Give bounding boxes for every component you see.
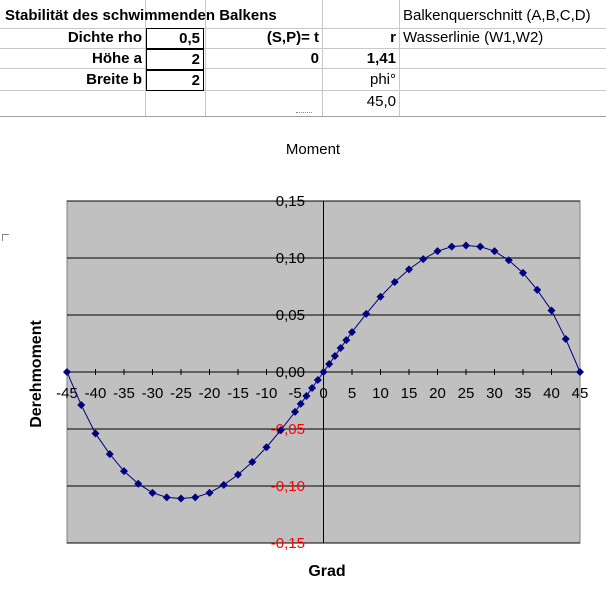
x-tick-label: 35 xyxy=(515,385,532,402)
data-point xyxy=(120,467,128,476)
data-point xyxy=(447,242,456,251)
data-point xyxy=(276,426,285,435)
row-line xyxy=(0,68,606,69)
sp-label[interactable]: (S,P)= t xyxy=(266,29,319,46)
data-point xyxy=(296,399,305,408)
data-point xyxy=(248,458,257,467)
x-tick-label: -5 xyxy=(288,385,301,402)
x-tick-label: -35 xyxy=(113,385,135,402)
data-point xyxy=(336,344,345,353)
data-point xyxy=(262,443,271,452)
width-input[interactable]: 2 xyxy=(146,70,204,91)
data-point xyxy=(462,241,470,250)
density-label[interactable]: Dichte rho xyxy=(67,29,142,46)
data-point xyxy=(319,368,328,376)
data-point xyxy=(177,494,185,503)
data-point xyxy=(191,493,200,502)
x-tick-label: 25 xyxy=(458,385,475,402)
y-tick-label: -0,10 xyxy=(271,478,305,495)
data-point xyxy=(63,368,71,376)
plot-area: 0,150,100,050,00-0,05-0,10-0,15-45 -40 -35… xyxy=(56,193,588,552)
y-tick-label: -0,15 xyxy=(271,535,305,552)
x-tick-label: -15 xyxy=(227,385,249,402)
data-point xyxy=(308,383,317,392)
x-tick-label: 10 xyxy=(372,385,389,402)
chart-title: Moment xyxy=(286,141,341,158)
x-tick-label: 40 xyxy=(543,385,560,402)
x-tick-label: 5 xyxy=(348,385,356,402)
col-line xyxy=(399,0,400,116)
data-point xyxy=(148,488,157,497)
data-point xyxy=(576,368,584,376)
width-label[interactable]: Breite b xyxy=(86,71,142,88)
data-point xyxy=(91,429,100,438)
sheet-title[interactable]: Stabilität des schwimmenden Balkens xyxy=(5,7,277,24)
x-tick-label: -30 xyxy=(142,385,164,402)
y-tick-label: 0,10 xyxy=(276,250,305,267)
x-tick-label: -25 xyxy=(170,385,192,402)
data-point xyxy=(342,336,351,345)
data-point xyxy=(162,493,171,502)
data-point xyxy=(330,352,339,361)
data-point xyxy=(547,306,556,315)
col-line xyxy=(145,0,146,116)
data-point xyxy=(376,292,385,301)
data-point xyxy=(313,375,322,384)
x-tick-label: -10 xyxy=(256,385,278,402)
waterline-label[interactable]: Wasserlinie (W1,W2) xyxy=(403,29,544,46)
x-axis-label: Grad xyxy=(308,563,345,580)
row-line xyxy=(0,48,606,49)
data-point xyxy=(105,450,114,459)
x-tick-label: -40 xyxy=(85,385,107,402)
height-label[interactable]: Höhe a xyxy=(91,50,142,67)
t-value[interactable]: 0 xyxy=(310,50,319,67)
density-input[interactable]: 0,5 xyxy=(146,28,204,49)
data-point xyxy=(291,407,299,416)
data-point xyxy=(561,334,570,343)
y-axis-label: Derehmoment xyxy=(28,320,45,428)
data-point xyxy=(219,480,228,489)
x-tick-label: 15 xyxy=(401,385,418,402)
data-point xyxy=(419,255,428,264)
data-point xyxy=(362,309,371,318)
r-label[interactable]: r xyxy=(390,29,396,46)
data-point xyxy=(205,488,214,497)
x-tick-label: 30 xyxy=(486,385,503,402)
col-line xyxy=(205,0,206,116)
x-tick-label: -45 xyxy=(56,385,78,402)
y-tick-label: -0,05 xyxy=(271,421,305,438)
chart-corner-marker xyxy=(2,234,9,241)
cross-section-label[interactable]: Balkenquerschnitt (A,B,C,D) xyxy=(403,7,591,24)
row-line xyxy=(0,28,606,29)
x-tick-label: -20 xyxy=(199,385,221,402)
y-tick-label: 0,15 xyxy=(276,193,305,210)
r-value[interactable]: 1,41 xyxy=(366,50,396,67)
data-point xyxy=(476,242,485,251)
x-tick-label: 0 xyxy=(319,385,327,402)
phi-label[interactable]: phi° xyxy=(369,71,396,88)
data-point xyxy=(134,479,143,488)
data-point xyxy=(77,401,86,410)
phi-value[interactable]: 45,0 xyxy=(366,93,396,110)
x-tick-label: 20 xyxy=(429,385,446,402)
data-point xyxy=(390,277,399,286)
data-point xyxy=(348,328,356,337)
col-line xyxy=(322,0,323,116)
embedded-chart[interactable]: Moment 0,15 0,10 0,05 0,00 -0,05 -0,10 -0,15 -4… xyxy=(0,116,606,590)
data-point xyxy=(234,470,242,479)
data-point xyxy=(302,391,311,400)
y-tick-label: 0,05 xyxy=(276,307,305,324)
data-point xyxy=(533,285,542,294)
row-line xyxy=(0,90,606,91)
data-point xyxy=(405,265,413,274)
data-point xyxy=(490,247,499,256)
x-tick-label: 45 xyxy=(572,385,589,402)
data-point xyxy=(433,247,442,256)
height-input[interactable]: 2 xyxy=(146,49,204,70)
data-point xyxy=(325,360,334,369)
data-point xyxy=(504,256,513,265)
chart-svg: Moment 0,150,100,050,00-0,05-0,10-0,15-4… xyxy=(28,141,588,580)
data-point xyxy=(519,268,527,277)
